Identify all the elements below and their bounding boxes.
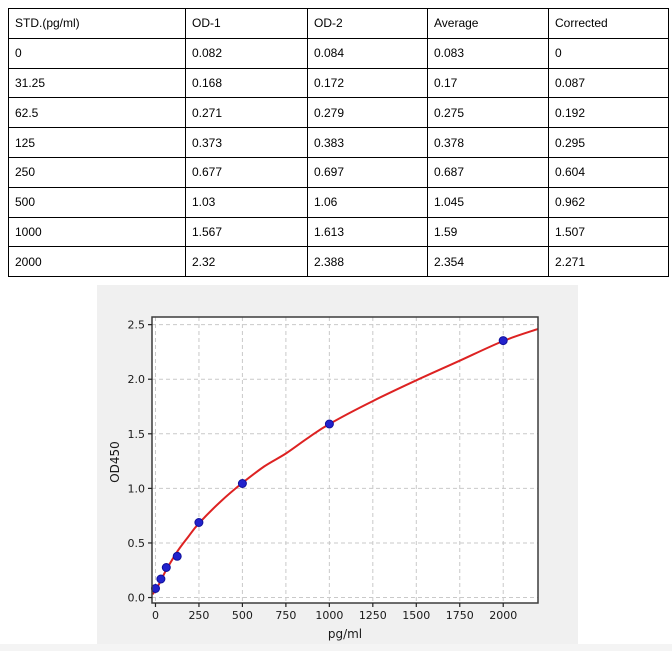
page-bottom-strip — [0, 644, 672, 651]
table-cell: 0.677 — [185, 156, 308, 188]
table-cell: 62.5 — [8, 97, 186, 129]
table-cell: 0.17 — [427, 67, 549, 99]
standard-curve-figure: 0 250 500 750 1000 1250 1500 1750 2000 0.0 0.5 1.0 1… — [97, 285, 578, 644]
table-cell: 2.32 — [185, 246, 308, 278]
table-cell: 0.697 — [307, 156, 428, 188]
table-cell: 2000 — [8, 246, 186, 278]
table-cell: 0.275 — [427, 97, 549, 129]
table-cell: 0.295 — [548, 127, 669, 158]
table-cell: 0.083 — [427, 37, 549, 69]
data-point-marker — [324, 419, 334, 429]
table-cell: 1.613 — [307, 216, 428, 248]
table-cell: 0.373 — [185, 127, 308, 158]
data-point-marker — [172, 551, 182, 561]
table-cell: 0.378 — [427, 127, 549, 158]
table-cell: 2.354 — [427, 246, 549, 278]
table-cell: 0.687 — [427, 156, 549, 188]
table-row: 31.25 0.168 0.172 0.17 0.087 — [8, 67, 669, 99]
table-cell: 125 — [8, 127, 186, 158]
y-tick-label: 1.0 — [128, 482, 146, 495]
grid-lines — [152, 317, 538, 603]
x-tick-label: 0 — [152, 609, 159, 622]
column-header-od1: OD-1 — [185, 8, 308, 39]
y-axis-label: OD450 — [108, 441, 122, 483]
y-tick-label: 1.5 — [128, 428, 146, 441]
table-cell: 1.045 — [427, 186, 549, 218]
x-tick-label: 2000 — [489, 609, 517, 622]
data-point-marker — [237, 479, 247, 488]
table-cell: 1.06 — [307, 186, 428, 218]
table-cell: 2.388 — [307, 246, 428, 278]
table-cell: 0.271 — [185, 97, 308, 129]
y-tick-label: 0.0 — [128, 592, 146, 605]
table-cell: 0.168 — [185, 67, 308, 99]
table-cell: 1.59 — [427, 216, 549, 248]
table-cell: 0.084 — [307, 37, 428, 69]
column-header-corrected: Corrected — [548, 8, 669, 39]
x-tick-label: 1750 — [446, 609, 474, 622]
table-cell: 0.604 — [548, 156, 669, 188]
column-header-average: Average — [427, 8, 549, 39]
table-row: 1000 1.567 1.613 1.59 1.507 — [8, 216, 669, 248]
axes-spines — [151, 316, 539, 604]
data-point-marker — [498, 336, 508, 346]
y-tick-label: 2.5 — [128, 319, 146, 332]
column-header-od2: OD-2 — [307, 8, 428, 39]
table-cell: 0.087 — [548, 67, 669, 99]
data-point-marker — [161, 563, 171, 572]
standard-data-points — [151, 336, 508, 593]
table-cell: 250 — [8, 156, 186, 188]
table-cell: 0 — [8, 37, 186, 69]
y-tick-label: 2.0 — [128, 373, 146, 386]
table-cell: 1.03 — [185, 186, 308, 218]
table-cell: 0.082 — [185, 37, 308, 69]
standards-table: STD.(pg/ml) OD-1 OD-2 Average Corrected … — [8, 8, 669, 278]
x-axis-label: pg/ml — [328, 627, 362, 641]
table-cell: 0.962 — [548, 186, 669, 218]
x-tick-label: 500 — [232, 609, 253, 622]
axis-ticks-and-labels: 0 250 500 750 1000 1250 1500 1750 2000 0.0 0.5 1.0 1… — [128, 319, 518, 622]
table-cell: 500 — [8, 186, 186, 218]
plot-area — [152, 317, 538, 603]
table-cell: 0 — [548, 37, 669, 69]
data-point-marker — [156, 574, 166, 584]
table-cell: 0.383 — [307, 127, 428, 158]
table-cell: 0.172 — [307, 67, 428, 99]
table-cell: 0.192 — [548, 97, 669, 129]
table-cell: 2.271 — [548, 246, 669, 278]
table-cell: 1.567 — [185, 216, 308, 248]
standard-curve-chart: 0 250 500 750 1000 1250 1500 1750 2000 0.0 0.5 1.0 1… — [108, 316, 539, 641]
table-row: 2000 2.32 2.388 2.354 2.271 — [8, 246, 669, 278]
column-header-std: STD.(pg/ml) — [8, 8, 186, 39]
y-tick-label: 0.5 — [128, 537, 146, 550]
table-cell: 1.507 — [548, 216, 669, 248]
x-tick-label: 1500 — [402, 609, 430, 622]
x-tick-label: 750 — [275, 609, 296, 622]
table-cell: 0.279 — [307, 97, 428, 129]
x-tick-label: 1000 — [315, 609, 343, 622]
table-cell: 1000 — [8, 216, 186, 248]
table-header-row: STD.(pg/ml) OD-1 OD-2 Average Corrected — [8, 8, 669, 39]
table-row: 62.5 0.271 0.279 0.275 0.192 — [8, 97, 669, 129]
x-tick-label: 1250 — [359, 609, 387, 622]
table-row: 125 0.373 0.383 0.378 0.295 — [8, 127, 669, 158]
table-row: 0 0.082 0.084 0.083 0 — [8, 37, 669, 69]
data-point-marker — [194, 518, 204, 527]
x-tick-label: 250 — [188, 609, 209, 622]
table-row: 250 0.677 0.697 0.687 0.604 — [8, 156, 669, 188]
table-row: 500 1.03 1.06 1.045 0.962 — [8, 186, 669, 218]
table-cell: 31.25 — [8, 67, 186, 99]
